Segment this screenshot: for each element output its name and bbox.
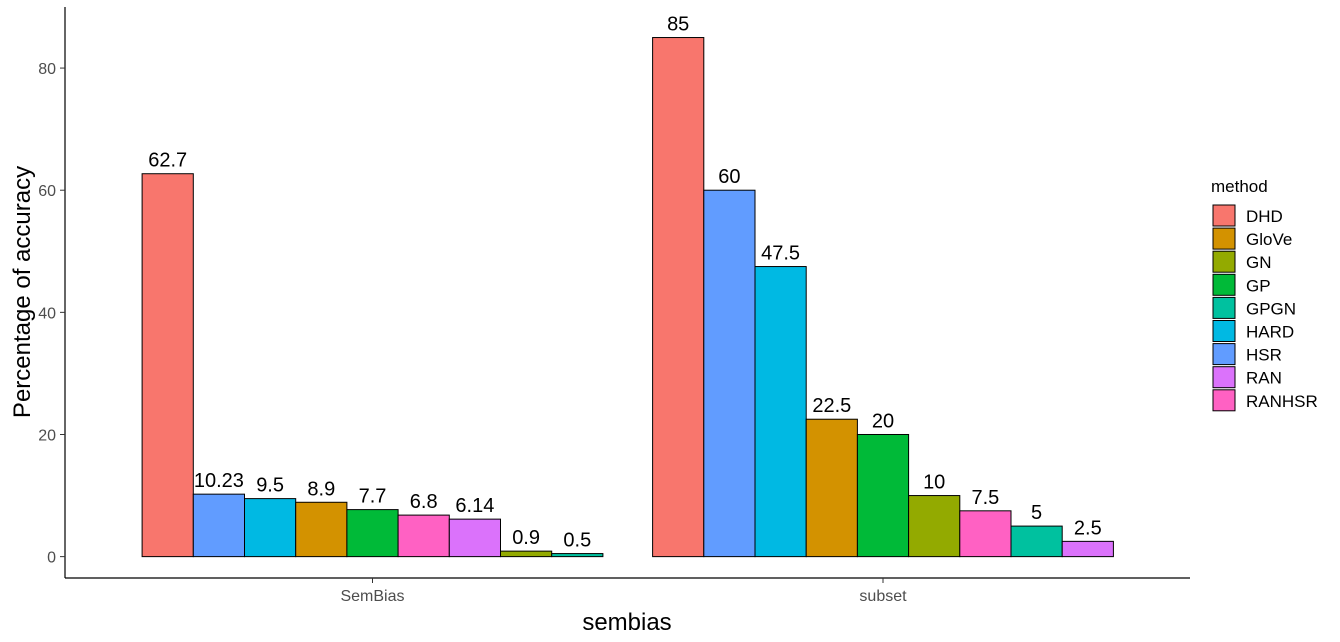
bar-value-label: 7.5 [971, 487, 999, 509]
bar-subset-dhd [652, 37, 705, 558]
legend-label: GN [1246, 253, 1272, 272]
bar-value-label: 22.5 [812, 395, 851, 417]
bar-value-label: 0.9 [512, 527, 540, 549]
legend-swatch-gn [1212, 250, 1236, 273]
legend-label: RANHSR [1246, 392, 1318, 411]
legend-label: DHD [1246, 207, 1283, 226]
x-tick-label: SemBias [340, 588, 404, 605]
legend-label: GPGN [1246, 299, 1296, 318]
bar-value-label: 47.5 [761, 243, 800, 265]
bar-value-label: 8.9 [307, 478, 335, 500]
bar-subset-hsr [703, 189, 756, 558]
bar-subset-ranhsr [959, 510, 1012, 558]
legend-label: HARD [1246, 323, 1294, 342]
bar-sembias-hsr [192, 493, 246, 558]
bar-value-label: 85 [667, 14, 689, 36]
legend-swatch-hard [1212, 320, 1236, 342]
bar-subset-gp [856, 433, 910, 558]
bar-subset-glove [805, 418, 858, 558]
bar-labels-layer: 62.7 10.23 9.5 8.9 7.7 6.8 6.14 0.9 0.5 85 60 47.5 2… [148, 14, 1101, 552]
legend-swatch-dhd [1212, 204, 1236, 227]
x-axis-ticks: SemBias subset [340, 578, 907, 605]
legend: method DHD GloVe GN GP GPGN HARD HSR RAN RANHSR [1211, 177, 1318, 412]
legend-swatch-ranhsr [1212, 389, 1236, 412]
y-tick-label: 60 [38, 183, 56, 200]
bar-value-label: 2.5 [1074, 517, 1102, 539]
bar-value-label: 0.5 [563, 530, 591, 552]
bar-value-label: 10.23 [194, 470, 244, 492]
bar-value-label: 10 [923, 472, 945, 494]
bar-value-label: 60 [718, 166, 740, 188]
bar-value-label: 6.8 [410, 491, 438, 513]
bars-layer [141, 37, 1114, 558]
bar-subset-gn [908, 495, 961, 558]
y-tick-label: 40 [38, 305, 56, 322]
bar-value-label: 7.7 [359, 486, 387, 508]
y-tick-label: 20 [38, 427, 56, 444]
legend-swatch-gp [1212, 273, 1236, 296]
legend-swatch-hsr [1212, 343, 1236, 366]
bar-sembias-gn [500, 550, 553, 558]
bar-value-label: 5 [1031, 502, 1042, 524]
bar-sembias-gp [346, 509, 399, 558]
bar-value-label: 62.7 [148, 150, 187, 172]
bar-subset-gpgn [1010, 525, 1063, 558]
legend-label: HSR [1246, 346, 1282, 365]
legend-swatch-gpgn [1212, 296, 1236, 319]
y-axis-ticks: 0 20 40 60 80 [38, 61, 65, 567]
y-tick-label: 0 [47, 550, 56, 567]
bar-subset-ran [1061, 540, 1114, 558]
legend-swatch-glove [1212, 227, 1236, 250]
bar-sembias-hard [244, 498, 297, 558]
legend-label: GP [1246, 276, 1271, 295]
legend-label: GloVe [1246, 230, 1292, 249]
bar-sembias-ranhsr [397, 514, 450, 558]
bar-value-label: 9.5 [256, 475, 284, 497]
legend-title: method [1211, 177, 1268, 196]
bar-sembias-ran [448, 518, 501, 558]
legend-swatch-ran [1212, 366, 1236, 389]
legend-label: RAN [1246, 369, 1282, 388]
bar-sembias-gpgn [551, 553, 604, 558]
bar-value-label: 6.14 [455, 495, 494, 517]
y-tick-label: 80 [38, 61, 56, 78]
bar-subset-hard [754, 266, 807, 558]
bar-sembias-glove [295, 501, 348, 558]
bar-value-label: 20 [872, 410, 894, 432]
y-axis-title: Percentage of accuracy [9, 166, 36, 418]
x-tick-label: subset [859, 588, 907, 605]
bar-sembias-dhd [141, 173, 194, 558]
x-axis-title: sembias [582, 609, 671, 636]
